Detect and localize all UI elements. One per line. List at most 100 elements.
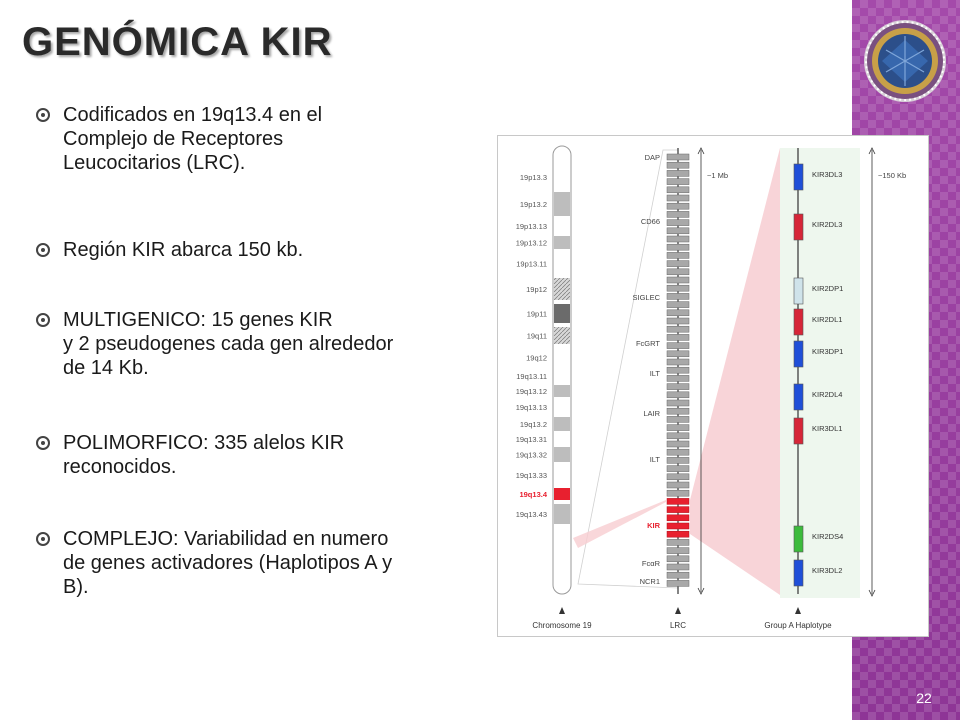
lrc-gene-block: [666, 391, 690, 399]
band-label: 19q13.43: [516, 510, 547, 519]
kir-genomics-figure: 19p13.3 19p13.2 19p13.13 19p13.12 19p13.11 19…: [497, 135, 929, 637]
lrc-gene-block: [666, 153, 690, 161]
figure-labels: Chromosome 19 LRC Group A Haplotype: [532, 607, 832, 630]
band-label: 19q13.12: [516, 387, 547, 396]
bullet-circle-icon: [36, 532, 50, 546]
lrc-gene-block: [666, 407, 690, 415]
lrc-gene-block: [666, 178, 690, 185]
lrc-gene-block: [666, 547, 690, 554]
lrc-gene-block: [666, 358, 690, 366]
lrc-gene-block: [666, 473, 690, 481]
lrc-gene-block: [666, 170, 690, 177]
lrc-gene-block: [666, 399, 690, 407]
band-label: 19p11: [527, 310, 547, 319]
lrc-gene-label: ILT: [650, 455, 661, 464]
lrc-gene-block: [666, 375, 690, 382]
haplotype-gene-label: KIR2DS4: [812, 532, 843, 541]
lrc-gene-block: [666, 342, 690, 349]
bullet-text: Región KIR abarca 150 kb.: [63, 239, 304, 261]
haplotype-gene-label: KIR3DP1: [812, 347, 843, 356]
haplotype-gene-block: [793, 277, 804, 305]
haplotype-panel: [780, 148, 860, 598]
haplotype-gene-block: [793, 559, 804, 587]
lrc-gene-block: [666, 219, 690, 226]
lrc-gene-block: [666, 498, 690, 505]
haplotype-scale-arrows: [868, 147, 876, 597]
lrc-gene-block: [666, 465, 690, 472]
bullet-item: COMPLEJO: Variabilidad en numero de gene…: [36, 527, 392, 599]
lrc-zoom-lines: [577, 149, 679, 589]
chromosome-band: [554, 236, 570, 249]
bullet-text: MULTIGENICO: 15 genes KIR y 2 pseudogene…: [63, 309, 394, 379]
band-label: 19q13.11: [516, 372, 547, 381]
lrc-gene-label: KIR: [647, 521, 661, 530]
lrc-gene-block: [666, 325, 690, 333]
bullet-circle-icon: [36, 243, 50, 257]
bullet-circle-icon: [36, 436, 50, 450]
lrc-gene-block: [666, 317, 690, 325]
band-label: 19q12: [526, 354, 547, 363]
haplotype-gene-label: KIR2DL1: [812, 315, 842, 324]
lrc-gene-block: [666, 227, 690, 235]
haplotype-gene-block: [793, 417, 804, 445]
lrc-gene-block: [666, 514, 690, 522]
bullet-text: POLIMORFICO: 335 alelos KIR reconocidos.: [63, 432, 345, 478]
bullet-item: Región KIR abarca 150 kb.: [36, 238, 303, 262]
chromosome-band: [554, 192, 570, 216]
chromosome-band: [554, 447, 570, 462]
lrc-gene-block: [666, 481, 690, 489]
lrc-gene-block: [666, 235, 690, 243]
chromosome-band: [554, 278, 570, 300]
bullet-item: POLIMORFICO: 335 alelos KIR reconocidos.: [36, 431, 344, 479]
haplotype-gene-block: [793, 308, 804, 336]
band-label: 19p12: [526, 285, 547, 294]
lrc-gene-block: [666, 334, 690, 341]
lrc-gene-block: [666, 284, 690, 292]
haplotype-gene-label: KIR3DL1: [812, 424, 842, 433]
label-arrow-icon: [675, 607, 681, 614]
lrc-gene-block: [666, 211, 690, 218]
lrc-gene-block: [666, 202, 690, 210]
lrc-gene-block: [666, 555, 690, 563]
lrc-gene-block: [666, 268, 690, 276]
lrc-gene-block: [666, 366, 690, 374]
chromosome-band: [554, 417, 570, 431]
slide-title: GENÓMICA KIR: [22, 20, 333, 64]
haplotype-gene-block: [793, 213, 804, 241]
haplotype-gene-label: KIR2DL4: [812, 390, 842, 399]
lrc-scale-arrows: [697, 147, 705, 595]
label-arrow-icon: [795, 607, 801, 614]
lrc-gene-block: [666, 457, 690, 464]
band-label: 19q13.13: [516, 403, 547, 412]
lrc-gene-label: FcαR: [642, 559, 661, 568]
lrc-gene-block: [666, 161, 690, 169]
haplotype-gene-label: KIR2DP1: [812, 284, 843, 293]
haplotype-track: KIR3DL3 KIR2DL3 KIR2DP1 KIR2DL1 KIR3DP1 KIR2D…: [793, 147, 906, 597]
lrc-gene-label: DAP: [645, 153, 660, 162]
bullet-circle-icon: [36, 313, 50, 327]
chromosome-19: 19p13.3 19p13.2 19p13.13 19p13.12 19p13.11 19…: [516, 145, 572, 595]
haplotype-gene-label: KIR3DL2: [812, 566, 842, 575]
lrc-gene-block: [666, 522, 690, 530]
lrc-gene-block: [666, 252, 690, 259]
lrc-gene-block: [666, 563, 690, 571]
lrc-gene-block: [666, 194, 690, 202]
lrc-scale-label: ~1 Mb: [707, 171, 728, 180]
band-label: 19p13.11: [516, 260, 547, 269]
figure-diagram: 19p13.3 19p13.2 19p13.13 19p13.12 19p13.11 19…: [516, 145, 906, 630]
lrc-gene-block: [666, 539, 690, 546]
band-label: 19q13.2: [520, 420, 547, 429]
lrc-gene-block: [666, 260, 690, 267]
bullet-text: Codificados en 19q13.4 en el Complejo de…: [63, 104, 323, 174]
bullet-item: Codificados en 19q13.4 en el Complejo de…: [36, 103, 322, 175]
chr-to-kir-zoom: [573, 500, 666, 548]
band-label: 19p13.2: [520, 200, 547, 209]
haplotype-gene-label: KIR3DL3: [812, 170, 842, 179]
lrc-gene-block: [666, 350, 690, 358]
virus-logo-icon: [864, 20, 946, 102]
lrc-gene-block: [666, 383, 690, 390]
page-number: 22: [916, 690, 932, 706]
lrc-gene-block: [666, 530, 690, 538]
lrc-gene-label: SIGLEC: [632, 293, 660, 302]
lrc-gene-block: [666, 489, 690, 497]
